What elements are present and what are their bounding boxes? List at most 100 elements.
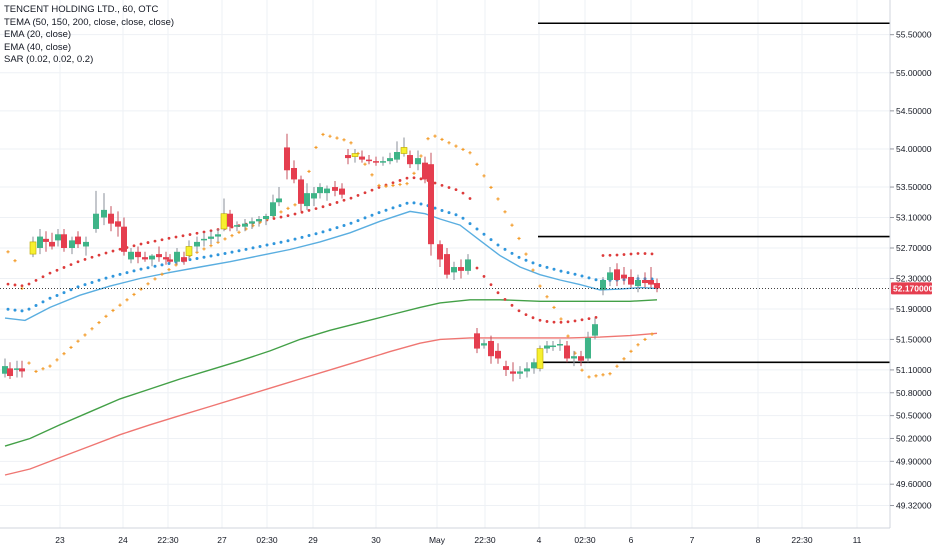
candle-body xyxy=(215,234,221,237)
x-tick-label: 11 xyxy=(853,535,862,545)
candle-body xyxy=(208,236,214,239)
sar-orange-dot xyxy=(594,374,598,378)
y-tick-label: 52.300000 xyxy=(896,273,932,283)
ema-fast-dot xyxy=(293,237,297,241)
sar-orange-dot xyxy=(342,138,346,142)
sar-orange-dot xyxy=(153,277,157,281)
ema-fast-dot xyxy=(125,271,129,275)
sar-orange-dot xyxy=(118,303,122,307)
sar-red-dot xyxy=(181,234,185,238)
ema-fast-dot xyxy=(580,274,584,278)
candle-body xyxy=(227,213,233,227)
candle-body xyxy=(194,241,200,247)
sar-red-dot xyxy=(405,176,409,180)
legend-tema[interactable]: TEMA (50, 150, 200, close, close, close) xyxy=(4,16,175,28)
sar-orange-dot xyxy=(461,147,465,152)
ema-fast-dot xyxy=(594,278,598,282)
legend-ema40[interactable]: EMA (40, close) xyxy=(4,41,72,53)
ema-fast-dot xyxy=(454,213,458,217)
ema-fast-dot xyxy=(524,258,528,262)
sar-red-dot xyxy=(538,318,542,322)
candle-body xyxy=(592,324,598,336)
sar-red-dot xyxy=(328,203,332,206)
candle-body xyxy=(628,276,634,285)
tema-green-line xyxy=(4,299,658,447)
candle-body xyxy=(49,241,55,247)
ema-fast-dot xyxy=(251,246,255,250)
sar-red-dot xyxy=(370,188,374,192)
sar-orange-dot xyxy=(531,268,535,272)
sar-red-dot xyxy=(601,254,605,257)
candle-body xyxy=(149,255,155,260)
sar-orange-dot xyxy=(496,197,500,201)
sar-red-dot xyxy=(398,179,402,182)
candle-body xyxy=(317,187,323,194)
sar-red-dot xyxy=(461,191,465,195)
sar-orange-dot xyxy=(566,334,570,338)
sar-red-dot xyxy=(27,282,31,286)
y-axis[interactable]: 55.500000 55.000000 54.500000 54.000000 53.5… xyxy=(890,30,932,511)
sar-orange-dot xyxy=(608,372,612,376)
x-tick-label: 22:30 xyxy=(157,535,179,545)
x-axis[interactable]: 23 24 22:30 27 02:30 29 30 May 22:30 4 02:30 6 7 8 22:… xyxy=(55,535,861,545)
sar-orange-dot xyxy=(580,368,584,372)
sar-orange-dot xyxy=(230,234,234,238)
sar-orange-dot xyxy=(468,151,472,155)
sar-red-dot xyxy=(615,253,619,257)
sar-red-dot xyxy=(447,186,451,189)
sar-red-dot xyxy=(587,317,591,321)
candle-body xyxy=(7,368,13,376)
ema-fast-dot xyxy=(363,216,367,220)
ema-fast-dot xyxy=(237,249,241,253)
sar-red-dot xyxy=(62,266,66,269)
legend-title[interactable]: TENCENT HOLDING LTD., 60, OTC xyxy=(4,4,159,15)
ema-fast-dot xyxy=(41,300,45,304)
candle-body xyxy=(394,152,400,160)
sar-red-dot xyxy=(160,238,164,242)
sar-orange-dot xyxy=(111,308,115,313)
sar-red-dot xyxy=(90,255,94,259)
ema-fast-dot xyxy=(111,274,115,278)
candle-body xyxy=(531,362,537,369)
y-tick-label: 53.500000 xyxy=(896,182,932,192)
sar-orange-dot xyxy=(545,295,549,299)
candle-body xyxy=(422,162,428,180)
candle-body xyxy=(108,213,114,224)
ema-fast-dot xyxy=(153,264,157,268)
sar-red-dot xyxy=(440,183,444,187)
candle-body xyxy=(249,221,255,224)
candle-body xyxy=(75,236,81,245)
sar-orange-dot xyxy=(398,182,402,187)
sar-red-dot xyxy=(104,251,108,255)
ema20-line xyxy=(4,210,658,322)
candle-body xyxy=(14,368,20,370)
sar-orange-dot xyxy=(559,317,563,321)
candle-body xyxy=(298,179,304,204)
candle-body xyxy=(156,254,162,258)
ema-fast-dot xyxy=(258,244,262,248)
grid xyxy=(0,0,890,528)
sar-orange-dot xyxy=(433,134,437,138)
y-tick-label: 49.900000 xyxy=(896,456,932,466)
sar-orange-dot xyxy=(104,314,108,318)
candle-body xyxy=(458,267,464,271)
sar-red-dot xyxy=(594,315,598,319)
sar-orange-dot xyxy=(90,327,94,331)
sar-red-dot xyxy=(356,194,360,197)
candle-body xyxy=(366,159,372,162)
legend-sar[interactable]: SAR (0.02, 0.02, 0.2) xyxy=(4,54,94,65)
y-tick-label: 50.800000 xyxy=(896,388,932,398)
sar-orange-dot xyxy=(629,349,633,353)
sar-orange-dot xyxy=(601,373,605,377)
sar-red-dot xyxy=(6,282,10,286)
legend-ema20[interactable]: EMA (20, close) xyxy=(4,29,72,40)
candle-body xyxy=(550,345,556,348)
sar-orange-dot xyxy=(384,184,388,188)
sar-red-dot xyxy=(419,177,423,181)
sar-red-dot xyxy=(608,253,612,257)
sar-orange-dot xyxy=(202,247,206,251)
x-tick-label: 02:30 xyxy=(256,535,278,545)
ema-fast-dot xyxy=(272,242,276,246)
